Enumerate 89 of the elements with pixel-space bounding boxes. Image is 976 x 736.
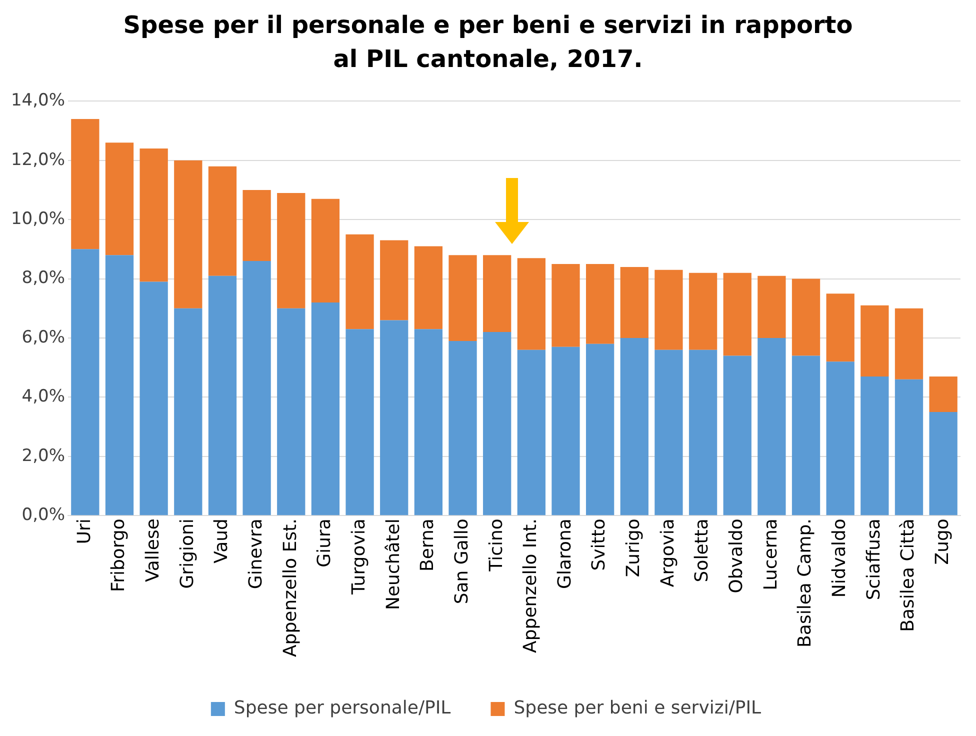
bar <box>71 249 100 516</box>
y-tick-label: 6,0% <box>22 327 66 348</box>
x-tick-label: Obvaldo <box>726 518 748 594</box>
bar <box>654 350 683 516</box>
chart-title: Spese per il personale e per beni e servizi in rapporto al PIL cantonale, 2017. <box>122 10 854 75</box>
bar <box>242 190 271 262</box>
x-tick-label: Soletta <box>692 518 713 582</box>
bar <box>552 346 580 516</box>
bar <box>723 356 752 516</box>
x-tick-label: Ginevra <box>245 518 266 590</box>
x-tick-label: Sciaffusa <box>863 518 884 600</box>
x-tick-label: Appenzello Est. <box>280 518 301 657</box>
bar <box>894 308 924 380</box>
x-tick-label: Vaud <box>211 518 232 564</box>
bar <box>140 282 168 516</box>
bar <box>105 255 134 516</box>
bar <box>792 278 820 356</box>
bar <box>346 329 374 516</box>
bar <box>758 338 786 516</box>
y-tick-label: 14,0% <box>10 90 66 111</box>
bar <box>483 332 512 516</box>
bar <box>688 350 718 516</box>
bar <box>620 266 648 338</box>
bar <box>105 142 134 256</box>
bar <box>277 192 306 308</box>
bar <box>758 276 786 338</box>
bar <box>71 118 100 250</box>
y-tick-label: 0,0% <box>22 504 66 525</box>
x-tick-label: Friborgo <box>108 518 130 592</box>
bar <box>688 272 718 350</box>
y-tick-label: 4,0% <box>22 386 66 407</box>
x-tick-label: Basilea Camp. <box>794 518 816 648</box>
bar <box>860 305 889 376</box>
x-tick-label: Turgovia <box>348 518 370 596</box>
legend-label: Spese per personale/PIL <box>234 698 451 719</box>
bar <box>208 166 237 276</box>
bar <box>552 264 580 347</box>
bar <box>894 379 924 516</box>
bar <box>448 340 477 516</box>
x-tick-label: Zugo <box>932 518 953 565</box>
bar <box>517 258 546 350</box>
bar <box>380 240 408 320</box>
bar <box>860 376 889 516</box>
x-tick-label: Ticino <box>486 518 507 572</box>
bar <box>414 329 443 516</box>
x-tick-label: Giura <box>314 518 336 568</box>
x-tick-label: San Gallo <box>451 518 472 604</box>
bar <box>380 320 408 516</box>
x-tick-label: Appenzello Int. <box>520 518 542 653</box>
x-tick-label: Glarona <box>554 518 576 589</box>
y-tick-label: 12,0% <box>10 150 66 170</box>
bar <box>174 308 202 516</box>
bar <box>277 308 306 516</box>
bar <box>792 356 820 516</box>
bar <box>620 338 648 516</box>
bar <box>483 255 512 332</box>
x-tick-label: Nidvaldo <box>829 518 850 598</box>
y-tick-label: 10,0% <box>10 209 66 230</box>
bar <box>517 350 546 516</box>
bar <box>586 264 614 344</box>
x-tick-label: Argovia <box>657 518 678 588</box>
x-tick-label: Zurigo <box>623 518 644 578</box>
bar <box>826 362 854 516</box>
x-tick-label: Uri <box>74 518 95 544</box>
legend-label: Spese per beni e servizi/PIL <box>514 698 762 719</box>
x-tick-label: Neuchâtel <box>382 518 404 610</box>
bar <box>311 302 340 516</box>
bar <box>140 148 168 282</box>
x-tick-label: Vallese <box>142 518 164 582</box>
bar <box>723 272 752 356</box>
x-tick-label: Svitto <box>588 518 610 571</box>
bar <box>448 255 477 341</box>
y-tick-label: 2,0% <box>22 446 66 466</box>
bar <box>826 294 854 362</box>
bar <box>208 276 237 516</box>
y-tick-label: 8,0% <box>22 268 66 288</box>
bar <box>414 246 443 330</box>
bar <box>929 376 958 412</box>
x-tick-label: Grigioni <box>176 518 198 589</box>
bar <box>174 160 202 308</box>
bar <box>929 412 958 516</box>
bar <box>654 270 683 350</box>
bar <box>346 234 374 330</box>
bar <box>311 198 340 302</box>
x-tick-label: Berna <box>417 518 438 572</box>
bar <box>242 261 271 516</box>
bar <box>586 344 614 516</box>
x-tick-label: Basilea Città <box>898 518 919 632</box>
x-tick-label: Lucerna <box>760 518 782 590</box>
